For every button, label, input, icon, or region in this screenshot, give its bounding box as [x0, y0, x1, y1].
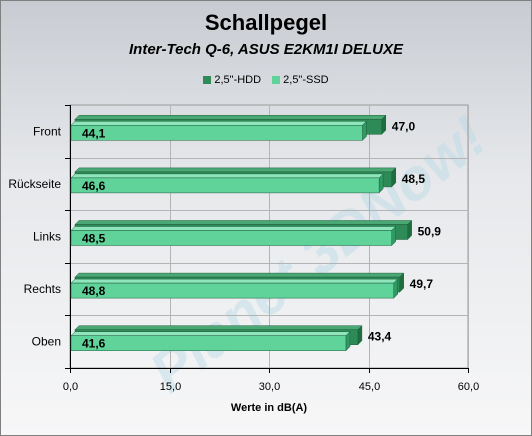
x-tick-label: 60,0 [458, 381, 479, 393]
value-label-hdd: 49,7 [410, 277, 434, 291]
value-label-ssd: 44,1 [82, 126, 106, 140]
x-tick-label: 30,0 [259, 381, 280, 393]
category-label: Front [33, 124, 62, 138]
bar-ssd [70, 177, 380, 194]
chart-subtitle: Inter-Tech Q-6, ASUS E2KM1I DELUXE [129, 41, 403, 58]
value-label-ssd: 48,8 [82, 284, 106, 298]
bar-ssd [70, 335, 347, 351]
bar-ssd-top [70, 226, 397, 231]
category-label: Rechts [24, 282, 61, 296]
value-label-ssd: 41,6 [82, 337, 106, 351]
legend-item-ssd: 2,5"-SSD [272, 74, 329, 86]
value-label-hdd: 47,0 [392, 119, 416, 133]
bar-ssd-top [70, 331, 351, 336]
x-tick-label: 45,0 [359, 381, 380, 393]
chart-legend: 2,5"-HDD 2,5"-SSD [0, 74, 532, 87]
legend-label-hdd: 2,5"-HDD [214, 74, 262, 86]
bar-ssd [70, 230, 392, 246]
value-label-hdd: 48,5 [402, 172, 426, 186]
x-axis-label: Werte in dB(A) [231, 402, 308, 414]
bar-ssd-top [70, 173, 384, 179]
x-tick-label: 15,0 [160, 381, 181, 393]
bar-hdd-top [74, 167, 397, 173]
legend-item-hdd: 2,5"-HDD [203, 74, 261, 86]
bar-ssd-top [70, 121, 368, 126]
x-tick-label: 0,0 [63, 381, 78, 393]
bar-hdd-top [74, 272, 405, 278]
legend-label-ssd: 2,5"-SSD [283, 74, 329, 86]
category-label: Oben [32, 335, 61, 349]
watermark: Planet 3DNow! [138, 104, 498, 405]
bar-ssd-top [70, 278, 399, 284]
bar-hdd-top [74, 115, 387, 120]
value-label-hdd: 50,9 [418, 225, 442, 239]
legend-swatch-hdd [203, 76, 212, 84]
chart-title: Schallpegel [204, 10, 328, 35]
category-label: Links [33, 230, 61, 244]
bar-ssd [70, 125, 363, 141]
value-label-ssd: 46,6 [82, 179, 106, 193]
value-label-hdd: 43,4 [368, 330, 392, 344]
bar-hdd-top [74, 220, 413, 225]
bar-ssd [70, 282, 394, 299]
category-label: Rückseite [8, 177, 61, 191]
legend-swatch-ssd [272, 76, 281, 84]
value-label-ssd: 48,5 [82, 232, 106, 246]
bar-hdd-top [74, 325, 363, 330]
